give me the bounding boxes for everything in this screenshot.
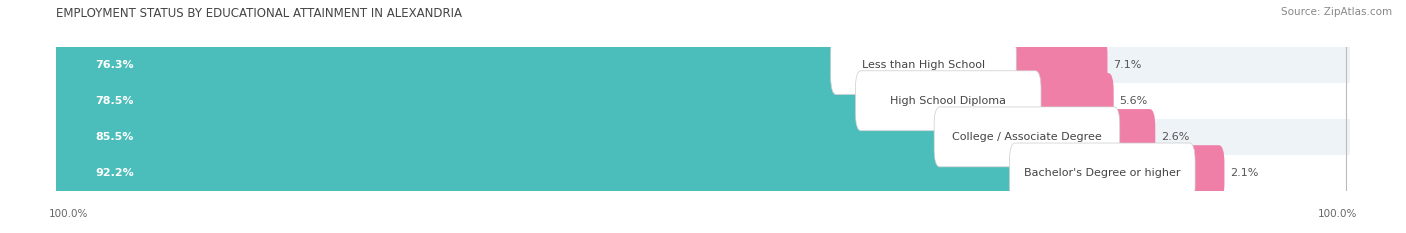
FancyBboxPatch shape — [1033, 73, 1114, 129]
FancyBboxPatch shape — [51, 25, 927, 104]
FancyBboxPatch shape — [1112, 109, 1156, 165]
FancyBboxPatch shape — [51, 98, 1031, 176]
Text: Bachelor's Degree or higher: Bachelor's Degree or higher — [1024, 168, 1181, 178]
Text: 2.1%: 2.1% — [1230, 168, 1258, 178]
Text: 92.2%: 92.2% — [96, 168, 135, 178]
FancyBboxPatch shape — [855, 71, 1040, 131]
Text: 2.6%: 2.6% — [1161, 132, 1189, 142]
Text: 78.5%: 78.5% — [96, 96, 134, 106]
FancyBboxPatch shape — [934, 107, 1119, 167]
Text: 76.3%: 76.3% — [96, 60, 134, 70]
FancyBboxPatch shape — [1187, 145, 1225, 201]
FancyBboxPatch shape — [51, 62, 952, 140]
Text: 100.0%: 100.0% — [49, 209, 89, 219]
Text: Less than High School: Less than High School — [862, 60, 986, 70]
FancyBboxPatch shape — [56, 83, 1350, 119]
FancyBboxPatch shape — [56, 47, 1350, 83]
FancyBboxPatch shape — [1010, 143, 1195, 203]
FancyBboxPatch shape — [51, 134, 1105, 212]
FancyBboxPatch shape — [56, 119, 1350, 155]
Text: 7.1%: 7.1% — [1114, 60, 1142, 70]
Text: High School Diploma: High School Diploma — [890, 96, 1007, 106]
FancyBboxPatch shape — [831, 35, 1017, 95]
Text: 85.5%: 85.5% — [96, 132, 134, 142]
FancyBboxPatch shape — [1008, 37, 1108, 93]
Text: 100.0%: 100.0% — [1317, 209, 1357, 219]
FancyBboxPatch shape — [56, 155, 1350, 191]
Text: College / Associate Degree: College / Associate Degree — [952, 132, 1102, 142]
Text: 5.6%: 5.6% — [1119, 96, 1147, 106]
Text: Source: ZipAtlas.com: Source: ZipAtlas.com — [1281, 7, 1392, 17]
Text: EMPLOYMENT STATUS BY EDUCATIONAL ATTAINMENT IN ALEXANDRIA: EMPLOYMENT STATUS BY EDUCATIONAL ATTAINM… — [56, 7, 463, 20]
